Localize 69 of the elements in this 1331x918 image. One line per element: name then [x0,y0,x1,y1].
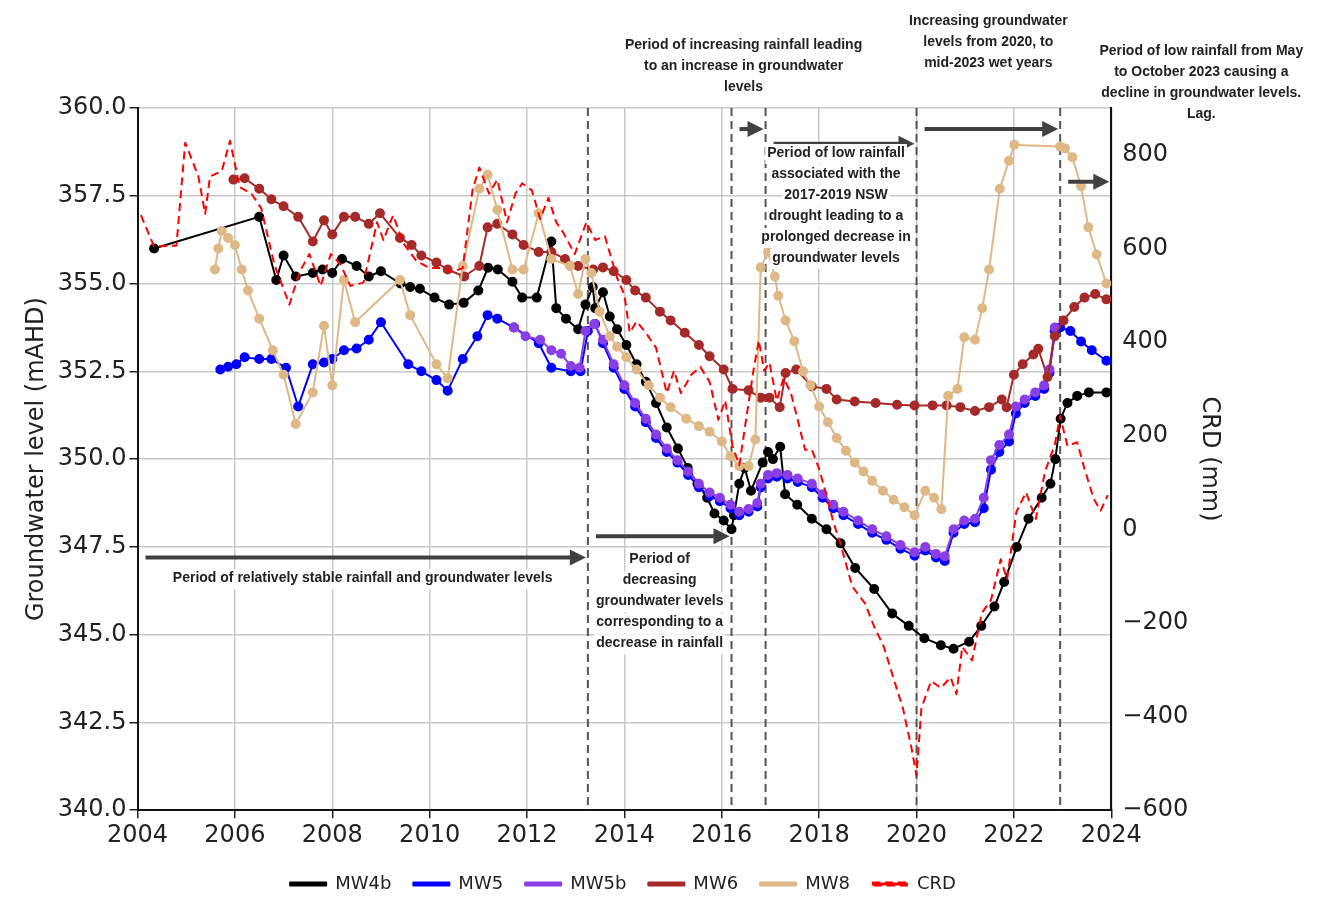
x-tick-label: 2016 [691,819,753,848]
point [520,331,531,342]
point [920,541,931,552]
point [574,362,585,373]
y-tick-label: 355.0 [57,267,127,296]
x-tick-label: 2008 [301,819,363,848]
y2-axis-title: CRD (mm) [1197,396,1226,522]
legend-label: MW6 [693,871,739,893]
legend-label: MW5b [570,871,627,893]
point [755,478,766,489]
legend-label: MW8 [805,871,850,893]
annotation: Period of low rainfall associated with the 2017-2019 NSW drought leading to a prolonged decrease in groundwater levels [761,143,911,265]
point [782,469,793,480]
point [651,429,662,440]
line-series [139,139,1109,777]
point [546,345,557,356]
point [565,361,576,372]
x-tick-label: 2012 [496,819,558,848]
point [959,515,970,526]
point [806,478,817,489]
point [1010,401,1021,412]
point [630,397,641,408]
y2-tick-label: −200 [1122,607,1189,636]
y-tick-label: 342.5 [57,706,127,735]
x-tick-label: 2022 [983,819,1045,848]
y-tick-label: 357.5 [57,180,127,209]
y-axis-title: Groundwater level (mAHD) [20,297,49,622]
point [763,469,774,480]
point [838,506,849,517]
x-tick-label: 2010 [399,819,461,848]
point [969,513,980,524]
point [734,506,745,517]
x-tick-label: 2014 [593,819,655,848]
point [535,334,546,345]
y2-tick-label: 400 [1122,326,1169,355]
y2-tick-label: 600 [1122,232,1169,261]
y2-tick-label: 200 [1122,419,1169,448]
point [986,455,997,466]
y2-tick-label: −400 [1122,700,1189,729]
point [752,497,763,508]
point [978,492,989,503]
point [556,348,567,359]
y2-tick-label: 800 [1122,139,1169,168]
point [725,499,736,510]
annotation: Period of low rainfall from May to October 2023 causing a decline in groundwater levels. Lag. [1099,41,1304,121]
point [994,440,1005,451]
point [714,492,725,503]
x-tick-label: 2018 [788,819,850,848]
text: Period of increasing rainfall leading to an increase in groundwater levels [624,35,863,94]
point [931,548,941,559]
legend-label: CRD [916,871,956,893]
point [640,413,651,424]
annotation: Period of relatively stable rainfall and groundwater levels [172,569,553,586]
y-tick-label: 350.0 [57,443,127,472]
point [939,551,950,562]
y-tick-label: 345.0 [57,618,127,647]
text: Increasing groundwater levels from 2020, to mid-2023 wet years [908,11,1069,70]
y-tick-label: 347.5 [57,531,127,560]
x-tick-label: 2006 [204,819,266,848]
point [1004,429,1015,440]
point [853,515,864,526]
point [661,443,672,454]
legend-label: MW5 [458,871,504,893]
x-tick-label: 2020 [885,819,948,848]
y2-tick-label: 0 [1122,513,1138,542]
annotation: Period of decreasing groundwater levels corresponding to a decrease in rainfall [595,550,724,651]
y-tick-label: 352.5 [57,355,127,384]
legend-label: MW4b [335,871,392,893]
y-tick-label: 360.0 [57,92,127,121]
